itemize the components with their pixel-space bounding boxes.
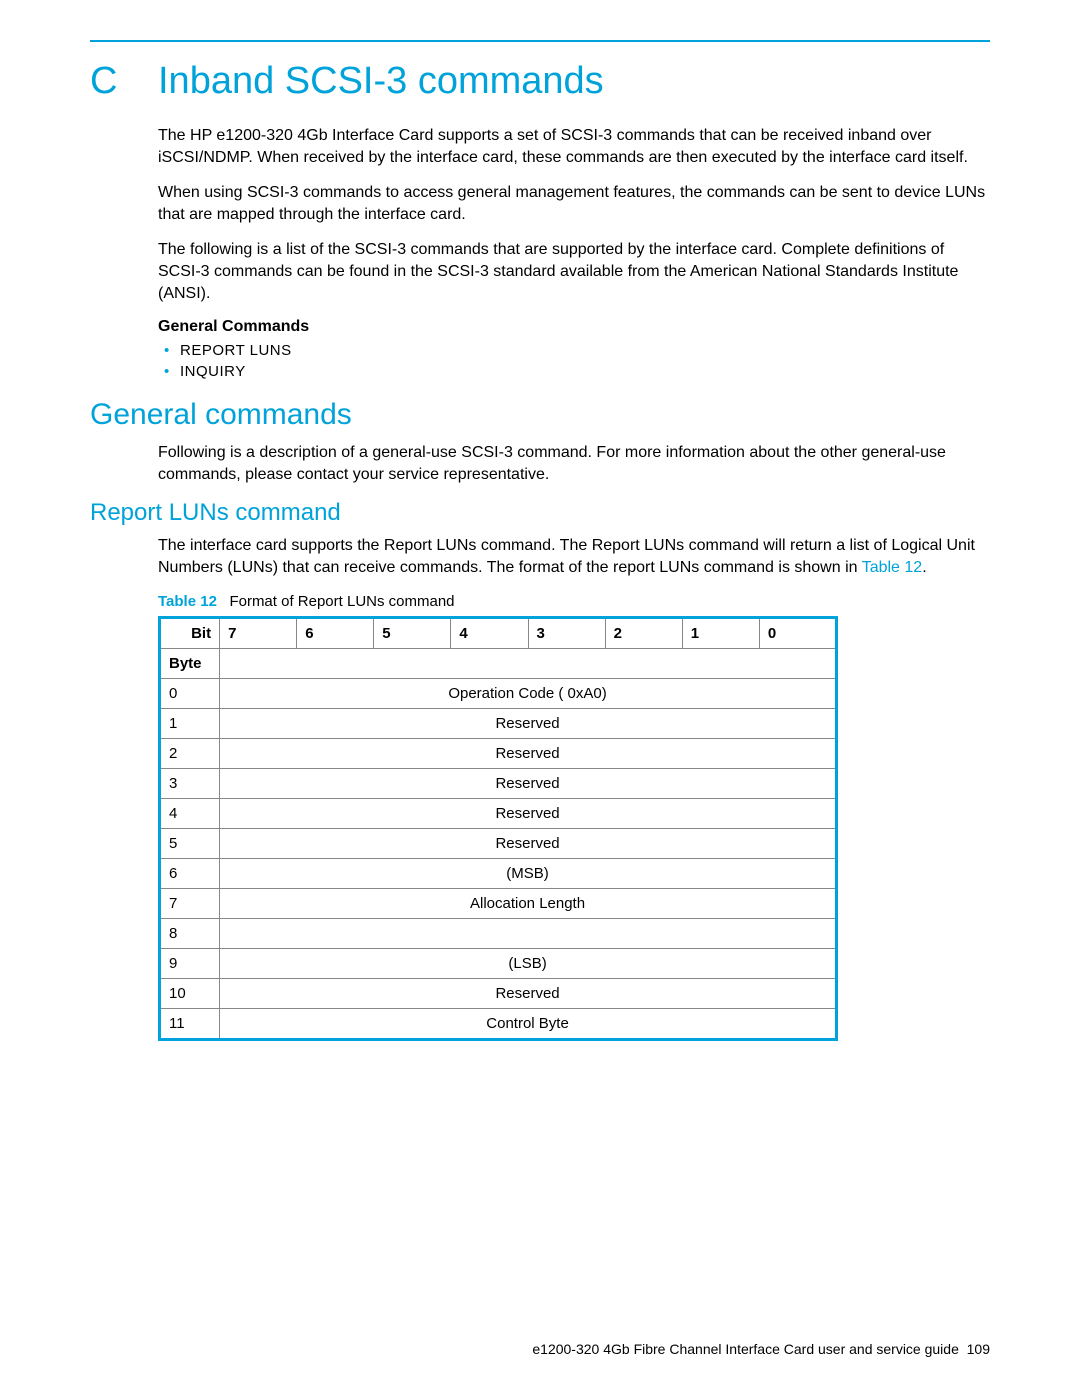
table-header-byte-row: Byte — [160, 648, 837, 678]
value-cell: Reserved — [220, 738, 837, 768]
empty-header — [220, 648, 837, 678]
table-row: 4Reserved — [160, 798, 837, 828]
intro-para-2: When using SCSI-3 commands to access gen… — [158, 182, 990, 225]
value-cell: Control Byte — [220, 1008, 837, 1039]
bit-col: 6 — [297, 617, 374, 648]
byte-cell: 2 — [160, 738, 220, 768]
general-commands-label: General Commands — [158, 318, 990, 336]
table-row: 0Operation Code ( 0xA0) — [160, 678, 837, 708]
table-row: 3Reserved — [160, 768, 837, 798]
list-item: INQUIRY — [180, 363, 990, 380]
byte-cell: 1 — [160, 708, 220, 738]
bit-col: 3 — [528, 617, 605, 648]
byte-cell: 11 — [160, 1008, 220, 1039]
page-footer: e1200-320 4Gb Fibre Channel Interface Ca… — [532, 1341, 990, 1357]
table-row: 11Control Byte — [160, 1008, 837, 1039]
byte-cell: 10 — [160, 978, 220, 1008]
value-cell: Operation Code ( 0xA0) — [220, 678, 837, 708]
value-cell: (MSB) — [220, 858, 837, 888]
table-row: 1Reserved — [160, 708, 837, 738]
bit-col: 2 — [605, 617, 682, 648]
bit-header: Bit — [160, 617, 220, 648]
byte-cell: 3 — [160, 768, 220, 798]
subsection-report-luns: Report LUNs command — [90, 499, 990, 527]
section2-para: Following is a description of a general-… — [158, 442, 990, 485]
byte-header: Byte — [160, 648, 220, 678]
table-row: 7Allocation Length — [160, 888, 837, 918]
bit-col: 7 — [220, 617, 297, 648]
byte-cell: 8 — [160, 918, 220, 948]
page-number: 109 — [967, 1341, 990, 1357]
footer-text: e1200-320 4Gb Fibre Channel Interface Ca… — [532, 1341, 958, 1357]
byte-cell: 9 — [160, 948, 220, 978]
byte-cell: 6 — [160, 858, 220, 888]
intro-para-1: The HP e1200-320 4Gb Interface Card supp… — [158, 125, 990, 168]
table-reference-link[interactable]: Table 12 — [862, 559, 923, 576]
section3-para: The interface card supports the Report L… — [158, 535, 990, 578]
value-cell: Reserved — [220, 828, 837, 858]
value-cell: (LSB) — [220, 948, 837, 978]
section-general-commands: General commands — [90, 398, 990, 432]
bit-col: 4 — [451, 617, 528, 648]
byte-cell: 7 — [160, 888, 220, 918]
appendix-title: C Inband SCSI-3 commands — [90, 60, 990, 103]
table-row: 2Reserved — [160, 738, 837, 768]
table-caption: Table 12 Format of Report LUNs command — [158, 593, 990, 610]
appendix-letter: C — [90, 60, 158, 103]
command-list: REPORT LUNS INQUIRY — [158, 342, 990, 380]
table-row: 6(MSB) — [160, 858, 837, 888]
bit-col: 1 — [682, 617, 759, 648]
table-row: 10Reserved — [160, 978, 837, 1008]
table-row: 5Reserved — [160, 828, 837, 858]
byte-cell: 4 — [160, 798, 220, 828]
list-item: REPORT LUNS — [180, 342, 990, 359]
table-caption-text: Format of Report LUNs command — [229, 593, 454, 610]
table-row: 8 — [160, 918, 837, 948]
table-row: 9(LSB) — [160, 948, 837, 978]
table-number: Table 12 — [158, 593, 217, 610]
byte-cell: 5 — [160, 828, 220, 858]
report-luns-table: Bit 7 6 5 4 3 2 1 0 Byte 0Operation Code… — [158, 616, 838, 1041]
value-cell: Reserved — [220, 708, 837, 738]
top-rule — [90, 40, 990, 42]
bit-col: 5 — [374, 617, 451, 648]
intro-para-3: The following is a list of the SCSI-3 co… — [158, 239, 990, 304]
byte-cell: 0 — [160, 678, 220, 708]
value-cell: Reserved — [220, 768, 837, 798]
appendix-heading: Inband SCSI-3 commands — [158, 60, 604, 103]
value-cell: Reserved — [220, 798, 837, 828]
value-cell — [220, 918, 837, 948]
value-cell: Reserved — [220, 978, 837, 1008]
section2-body: Following is a description of a general-… — [158, 442, 990, 485]
intro-block: The HP e1200-320 4Gb Interface Card supp… — [158, 125, 990, 380]
value-cell: Allocation Length — [220, 888, 837, 918]
section3-body: The interface card supports the Report L… — [158, 535, 990, 578]
bit-col: 0 — [759, 617, 836, 648]
section3-para-suffix: . — [922, 559, 926, 576]
table-header-bit-row: Bit 7 6 5 4 3 2 1 0 — [160, 617, 837, 648]
page: C Inband SCSI-3 commands The HP e1200-32… — [0, 0, 1080, 1041]
section3-para-prefix: The interface card supports the Report L… — [158, 537, 975, 576]
